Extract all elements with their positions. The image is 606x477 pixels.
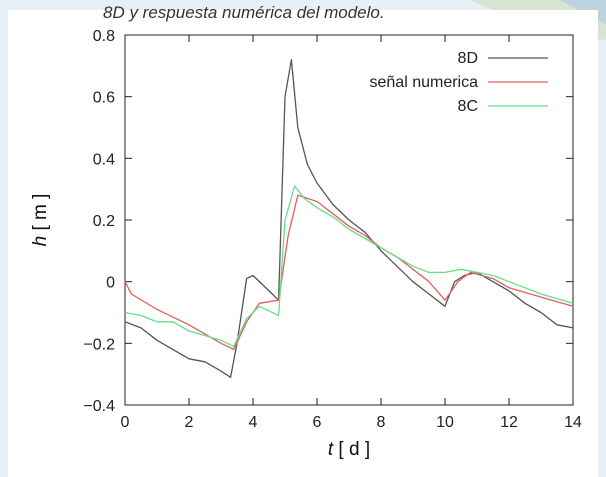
y-tick-label: −0.4 (83, 398, 115, 415)
x-tick-label: 0 (121, 414, 130, 431)
axes: 0 2 4 6 8 10 12 14 −0.4 −0.2 0 0.2 0.4 0.6 0.8 (83, 28, 582, 431)
x-tick-label: 10 (436, 414, 454, 431)
legend: 8D señal numerica 8C (370, 50, 548, 115)
legend-label-1: señal numerica (370, 74, 479, 91)
x-tick-label: 6 (313, 414, 322, 431)
y-tick-label: 0.4 (93, 151, 115, 168)
figure-caption: 8D y respuesta numérica del modelo. (103, 4, 385, 22)
y-tick-label: −0.2 (83, 336, 115, 353)
x-tick-label: 2 (185, 414, 194, 431)
y-tick-label: 0.6 (93, 90, 115, 107)
x-tick-label: 12 (500, 414, 518, 431)
y-tick-label: 0.8 (93, 28, 115, 45)
x-axis-label: t [ d ] (328, 439, 370, 460)
series-line-1 (124, 194, 574, 351)
line-chart: 0 2 4 6 8 10 12 14 −0.4 −0.2 0 0.2 0.4 0.6 0.8 8D señal… (30, 28, 582, 460)
x-tick-label: 14 (564, 414, 582, 431)
y-tick-label: 0.2 (93, 213, 115, 230)
legend-label-0: 8D (458, 50, 478, 67)
figure-panel: 8D y respuesta numérica del modelo. 0 2 4 6… (8, 4, 598, 477)
series-line-2 (124, 185, 574, 348)
series-lines (124, 59, 574, 378)
series-line-0 (124, 59, 574, 378)
axis-labels: t [ d ] h [ m ] (30, 194, 370, 460)
x-tick-label: 4 (249, 414, 258, 431)
y-tick-label: 0 (106, 275, 115, 292)
y-axis-label: h [ m ] (30, 194, 51, 247)
x-tick-label: 8 (377, 414, 386, 431)
legend-label-2: 8C (458, 98, 478, 115)
